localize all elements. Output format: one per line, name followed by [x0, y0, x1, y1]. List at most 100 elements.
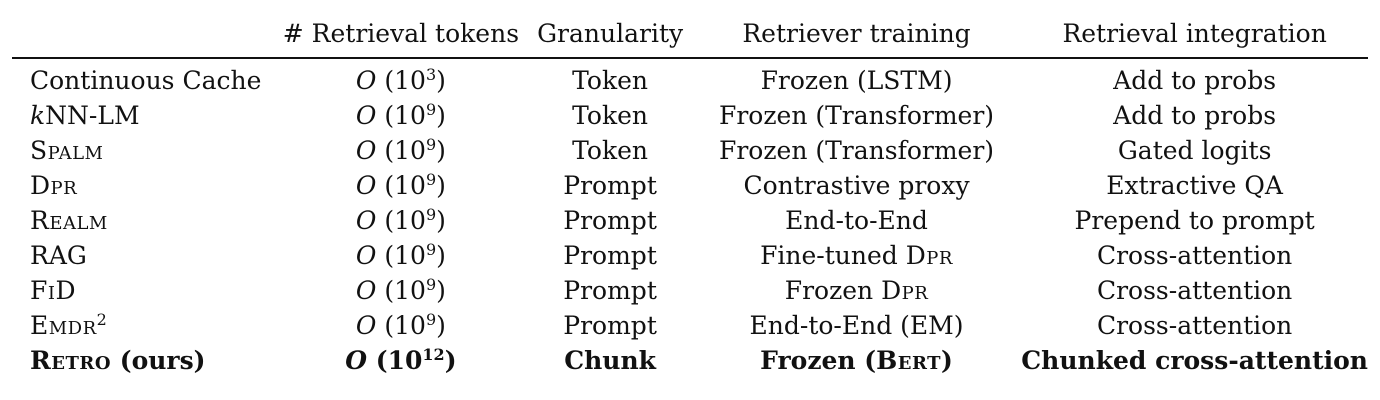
- model-name: Retro: [30, 346, 112, 375]
- model-name: Realm: [30, 206, 108, 235]
- close-paren: ): [436, 241, 446, 270]
- power-exponent: 9: [425, 100, 437, 119]
- power-base: 10: [394, 136, 426, 165]
- big-o-symbol: O: [345, 346, 368, 375]
- training-model-name: Dpr: [905, 241, 953, 270]
- table-row: Continuous Cache O (103) Token Frozen (LSTM…: [12, 58, 1368, 98]
- close-paren: ): [444, 346, 457, 375]
- table-row: FiD O (109) Prompt Frozen Dpr Cross-attentio…: [12, 273, 1368, 308]
- big-o-symbol: O: [355, 101, 377, 130]
- model-name: FiD: [30, 276, 77, 305]
- big-o-symbol: O: [355, 241, 377, 270]
- retrieval-comparison-table: # Retrieval tokens Granularity Retriever…: [12, 10, 1368, 378]
- close-paren: ): [436, 276, 446, 305]
- table-row: Spalm O (109) Token Frozen (Transformer) Gat…: [12, 133, 1368, 168]
- power-exponent: 9: [425, 135, 437, 154]
- power-base: 10: [394, 241, 426, 270]
- cell-model: Dpr: [12, 168, 273, 203]
- close-paren: ): [436, 66, 446, 95]
- cell-granularity: Prompt: [563, 171, 657, 200]
- header-retrieval-integration: Retrieval integration: [1021, 10, 1368, 59]
- cell-retrieval-tokens: O (109): [273, 133, 528, 168]
- close-paren: ): [436, 136, 446, 165]
- cell-granularity: Token: [572, 66, 648, 95]
- open-paren: (: [384, 101, 395, 130]
- cell-retrieval-tokens: O (109): [273, 308, 528, 343]
- cell-retriever-training: Frozen (Bert): [692, 343, 1021, 378]
- power-exponent: 3: [425, 65, 437, 84]
- model-superscript: 2: [96, 310, 107, 329]
- cell-retrieval-tokens: O (1012): [273, 343, 528, 378]
- header-model: [12, 10, 274, 59]
- cell-retriever-training: Frozen (Transformer): [719, 101, 995, 130]
- training-model-name: Bert: [876, 346, 942, 375]
- cell-retrieval-integration: Cross-attention: [1096, 241, 1293, 270]
- table-row: Retro (ours) O (1012) Chunk Frozen (Bert) Ch…: [12, 343, 1368, 378]
- header-retrieval-tokens: # Retrieval tokens: [273, 10, 529, 59]
- table-body: Continuous Cache O (103) Token Frozen (LSTM…: [12, 58, 1368, 378]
- cell-granularity: Chunk: [564, 346, 656, 375]
- table-row: Realm O (109) Prompt End-to-End Prepend to p…: [12, 203, 1368, 238]
- model-italic-prefix: k: [30, 101, 46, 130]
- big-o-symbol: O: [355, 136, 377, 165]
- power-base: 10: [394, 66, 426, 95]
- cell-retriever-training: Frozen (Transformer): [719, 136, 995, 165]
- power-base: 10: [394, 276, 426, 305]
- cell-retrieval-integration: Gated logits: [1117, 136, 1272, 165]
- open-paren: (: [384, 136, 395, 165]
- open-paren: (: [384, 171, 395, 200]
- cell-retrieval-integration: Add to probs: [1113, 101, 1277, 130]
- cell-granularity: Prompt: [563, 276, 657, 305]
- power-exponent: 9: [425, 240, 437, 259]
- cell-retriever-training: End-to-End: [785, 206, 928, 235]
- cell-retrieval-tokens: O (109): [273, 273, 528, 308]
- cell-model: RAG: [12, 238, 273, 273]
- cell-retrieval-tokens: O (109): [273, 98, 528, 133]
- header-granularity: Granularity: [528, 10, 692, 59]
- power-base: 10: [394, 171, 426, 200]
- cell-retriever-training: Contrastive proxy: [743, 171, 970, 200]
- power-base: 10: [394, 101, 426, 130]
- model-name: Spalm: [30, 136, 104, 165]
- open-paren: (: [384, 66, 395, 95]
- power-exponent: 12: [422, 345, 445, 364]
- table-row: kNN-LM O (109) Token Frozen (Transformer) Ad…: [12, 98, 1368, 133]
- table-header: # Retrieval tokens Granularity Retriever…: [12, 10, 1368, 59]
- big-o-symbol: O: [355, 66, 377, 95]
- model-name-rest: NN-LM: [45, 101, 140, 130]
- cell-model: Spalm: [12, 133, 273, 168]
- cell-model: Emdr2: [12, 308, 273, 343]
- big-o-symbol: O: [355, 311, 377, 340]
- open-paren: (: [384, 276, 395, 305]
- model-name: Emdr: [30, 311, 97, 340]
- cell-retrieval-integration: Add to probs: [1113, 66, 1277, 95]
- cell-retriever-training: Frozen (LSTM): [760, 66, 953, 95]
- power-exponent: 9: [425, 170, 437, 189]
- cell-retrieval-integration: Cross-attention: [1096, 276, 1293, 305]
- header-row: # Retrieval tokens Granularity Retriever…: [12, 10, 1368, 59]
- cell-retriever-training: Frozen Dpr: [692, 273, 1021, 308]
- training-prefix: Frozen: [784, 276, 882, 305]
- cell-retrieval-tokens: O (109): [273, 168, 528, 203]
- open-paren: (: [384, 241, 395, 270]
- close-paren: ): [436, 311, 446, 340]
- close-paren: ): [436, 171, 446, 200]
- power-exponent: 9: [425, 310, 437, 329]
- cell-granularity: Token: [572, 101, 648, 130]
- open-paren: (: [384, 206, 395, 235]
- cell-retrieval-tokens: O (103): [273, 58, 528, 98]
- big-o-symbol: O: [355, 171, 377, 200]
- cell-retrieval-tokens: O (109): [273, 203, 528, 238]
- cell-model: Retro (ours): [12, 343, 273, 378]
- big-o-symbol: O: [355, 276, 377, 305]
- header-retriever-training: Retriever training: [691, 10, 1022, 59]
- training-model-name: Dpr: [881, 276, 929, 305]
- power-base: 10: [394, 311, 426, 340]
- cell-model: FiD: [12, 273, 273, 308]
- model-name: Continuous Cache: [30, 66, 262, 95]
- open-paren: (: [375, 346, 388, 375]
- cell-model: Continuous Cache: [12, 58, 273, 98]
- cell-granularity: Token: [572, 136, 648, 165]
- power-base: 10: [394, 206, 426, 235]
